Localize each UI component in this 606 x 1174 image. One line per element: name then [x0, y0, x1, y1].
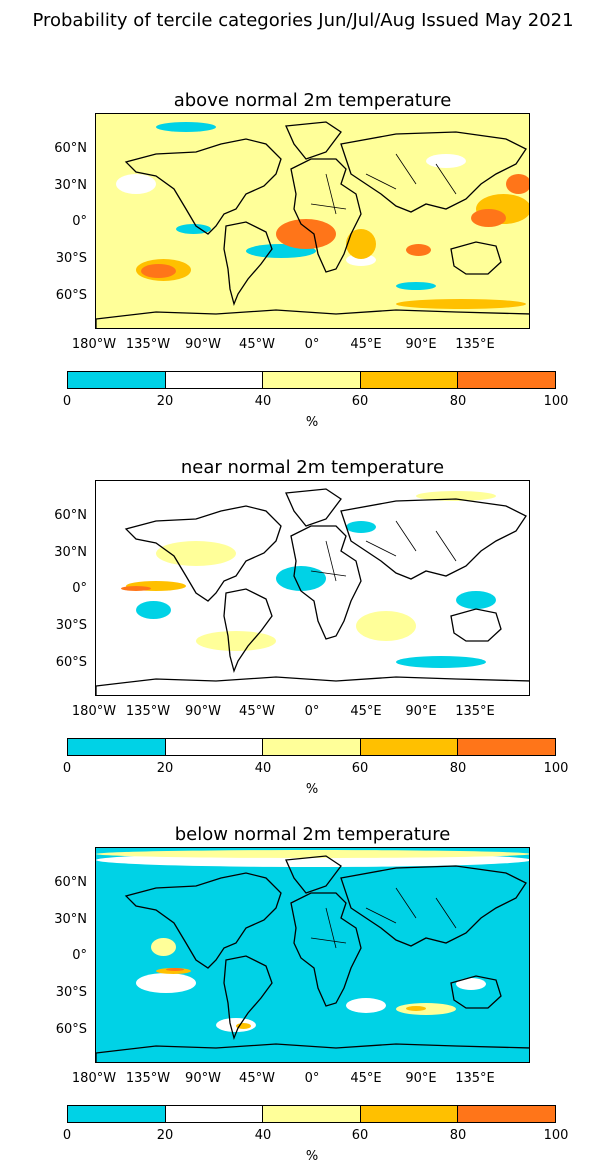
lon-label: 135°E [455, 337, 495, 352]
colorbar-tick: 60 [351, 1128, 369, 1143]
lat-label: 60°S [55, 1022, 87, 1037]
panel-title-above: above normal 2m temperature [173, 90, 452, 111]
colorbar-unit: % [305, 415, 319, 430]
lat-label: 0° [72, 581, 87, 596]
lon-label: 45°E [350, 337, 382, 352]
lon-label: 135°E [455, 704, 495, 719]
colorbar-tick: 100 [543, 1128, 569, 1143]
colorbar-band-0-20 [68, 1106, 165, 1122]
lon-label: 45°W [239, 1071, 275, 1086]
colorbar-band-20-40 [164, 1106, 263, 1122]
lon-label: 180°W [71, 337, 117, 352]
colorbar-band-40-60 [262, 739, 360, 755]
colorbar-tick: 80 [449, 394, 467, 409]
colorbar-tick: 100 [543, 394, 569, 409]
colorbar-tick: 0 [62, 1128, 72, 1143]
probability-field [96, 848, 529, 1062]
lat-label: 60°N [54, 508, 87, 523]
lon-label: 0° [304, 704, 320, 719]
lat-label: 30°S [55, 251, 87, 266]
panel-title-below: below normal 2m temperature [174, 824, 451, 845]
colorbar-tick: 60 [351, 761, 369, 776]
colorbar-band-80-100 [457, 372, 555, 388]
colorbar-above [67, 371, 556, 389]
lon-label: 90°E [405, 1071, 437, 1086]
colorbar-tick: 40 [254, 761, 272, 776]
colorbar-band-20-40 [164, 739, 263, 755]
colorbar-tick: 80 [449, 761, 467, 776]
probability-field [96, 481, 529, 695]
colorbar-band-80-100 [457, 1106, 555, 1122]
map-near-normal [95, 480, 530, 696]
lat-label: 30°N [54, 178, 87, 193]
panel-title-near: near normal 2m temperature [180, 457, 445, 478]
colorbar-unit: % [305, 1149, 319, 1164]
lat-label: 60°N [54, 875, 87, 890]
colorbar-tick: 40 [254, 394, 272, 409]
lon-label: 45°W [239, 337, 275, 352]
colorbar-tick: 0 [62, 761, 72, 776]
lon-label: 0° [304, 1071, 320, 1086]
lat-label: 0° [72, 948, 87, 963]
colorbar-band-80-100 [457, 739, 555, 755]
colorbar-band-60-80 [359, 1106, 458, 1122]
colorbar-tick: 60 [351, 394, 369, 409]
coastlines [96, 855, 529, 1062]
colorbar-band-40-60 [262, 1106, 360, 1122]
colorbar-tick: 20 [156, 761, 174, 776]
colorbar-band-60-80 [359, 739, 458, 755]
lon-label: 135°W [125, 704, 171, 719]
coastlines [96, 121, 529, 328]
lat-label: 60°S [55, 288, 87, 303]
colorbar-tick: 0 [62, 394, 72, 409]
lat-label: 30°N [54, 545, 87, 560]
lon-label: 135°E [455, 1071, 495, 1086]
lon-label: 45°E [350, 1071, 382, 1086]
lon-label: 90°W [185, 337, 221, 352]
colorbar-tick: 40 [254, 1128, 272, 1143]
lon-label: 90°W [185, 1071, 221, 1086]
lat-label: 60°S [55, 655, 87, 670]
lon-label: 0° [304, 337, 320, 352]
lat-label: 60°N [54, 141, 87, 156]
lon-label: 135°W [125, 1071, 171, 1086]
probability-field [96, 114, 529, 328]
lat-label: 30°S [55, 618, 87, 633]
lat-label: 30°S [55, 985, 87, 1000]
colorbar-unit: % [305, 782, 319, 797]
lon-label: 45°E [350, 704, 382, 719]
lon-label: 90°W [185, 704, 221, 719]
lon-label: 90°E [405, 337, 437, 352]
colorbar-band-40-60 [262, 372, 360, 388]
lon-label: 180°W [71, 1071, 117, 1086]
coastlines [96, 488, 529, 695]
lon-label: 45°W [239, 704, 275, 719]
colorbar-tick: 80 [449, 1128, 467, 1143]
colorbar-tick: 100 [543, 761, 569, 776]
colorbar-band-60-80 [359, 372, 458, 388]
colorbar-near [67, 738, 556, 756]
colorbar-tick: 20 [156, 1128, 174, 1143]
map-below-normal [95, 847, 530, 1063]
map-above-normal [95, 113, 530, 329]
colorbar-tick: 20 [156, 394, 174, 409]
colorbar-below [67, 1105, 556, 1123]
colorbar-band-20-40 [164, 372, 263, 388]
lat-label: 30°N [54, 912, 87, 927]
lon-label: 180°W [71, 704, 117, 719]
lon-label: 90°E [405, 704, 437, 719]
colorbar-band-0-20 [68, 372, 165, 388]
colorbar-band-0-20 [68, 739, 165, 755]
lon-label: 135°W [125, 337, 171, 352]
lat-label: 0° [72, 214, 87, 229]
figure-title: Probability of tercile categories Jun/Ju… [32, 10, 574, 31]
